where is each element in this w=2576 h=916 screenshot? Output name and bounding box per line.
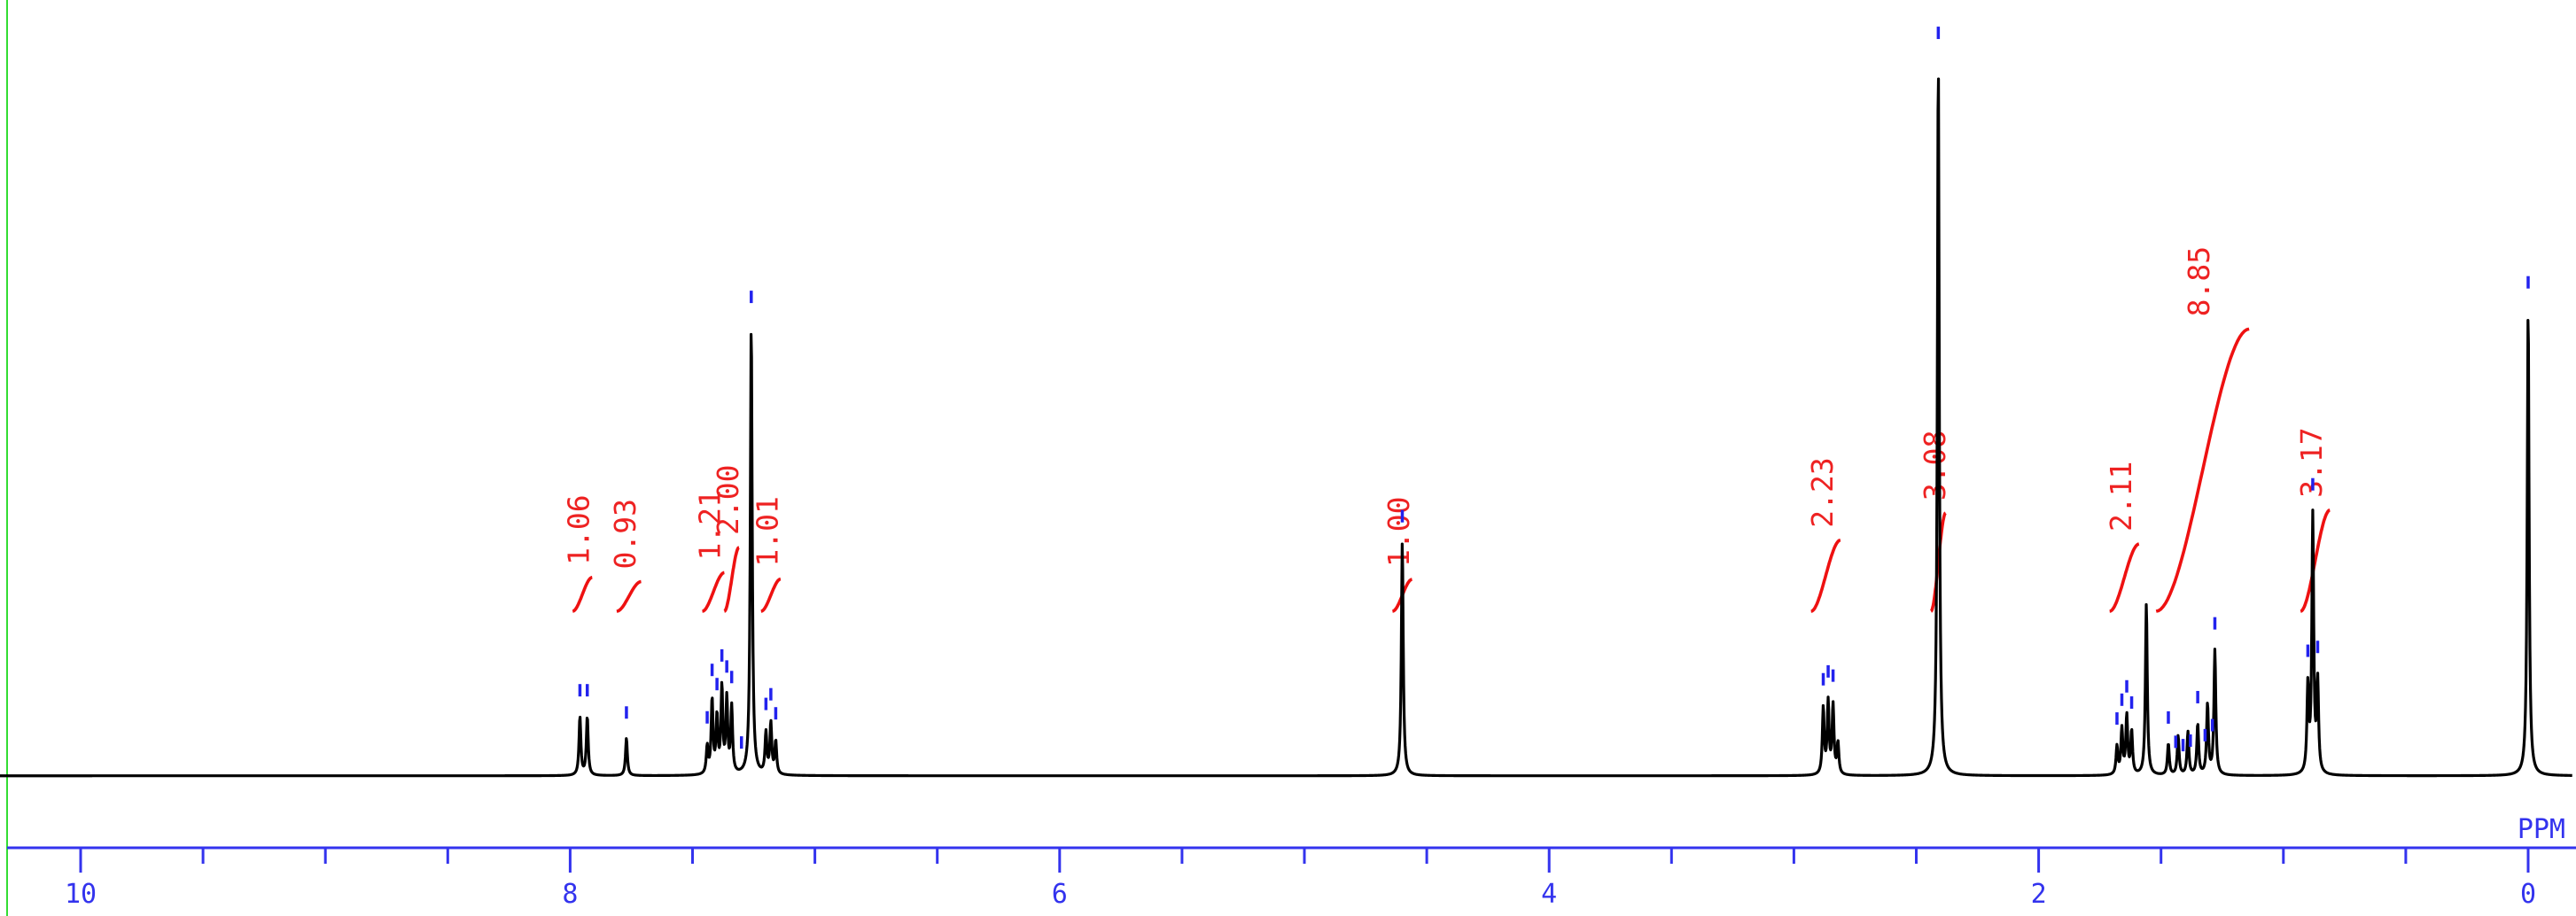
integral-label: 1.21 bbox=[692, 490, 727, 560]
x-tick-label: 2 bbox=[2031, 879, 2047, 910]
integral-curve bbox=[702, 571, 725, 613]
peak-pick-markers bbox=[578, 27, 2530, 752]
integral-value-labels: 1.06 0.93 1.212.00 1.01 1.00 2.23 3.08 2.11 8.85… bbox=[562, 246, 2329, 570]
x-tick-label: 4 bbox=[1541, 879, 1557, 910]
integral-curve bbox=[572, 576, 593, 613]
integral-label: 1.06 bbox=[562, 494, 596, 564]
x-tick-label: 10 bbox=[65, 879, 97, 910]
integral-label: 2.23 bbox=[1805, 457, 1840, 527]
integral-label: 8.85 bbox=[2182, 246, 2216, 316]
integral-label: 2.00 bbox=[711, 465, 745, 535]
integral-curve bbox=[723, 546, 740, 613]
integral-label: 2.11 bbox=[2104, 462, 2138, 532]
integral-curve bbox=[2155, 327, 2250, 613]
x-axis-unit-label: PPM bbox=[2518, 814, 2565, 845]
integral-curve bbox=[616, 579, 642, 613]
integral-label: 3.08 bbox=[1918, 431, 1952, 501]
integral-curve bbox=[2109, 542, 2140, 613]
x-axis-tick-labels: 10 8 6 4 2 0 bbox=[65, 879, 2536, 910]
x-tick-label: 8 bbox=[562, 879, 578, 910]
integral-label: 1.00 bbox=[1381, 497, 1416, 567]
integral-curve bbox=[1810, 538, 1841, 613]
x-tick-label: 0 bbox=[2520, 879, 2536, 910]
integral-curve bbox=[2300, 508, 2331, 613]
integral-curve bbox=[760, 577, 782, 613]
x-axis-ticks bbox=[79, 848, 2530, 873]
integral-curves bbox=[572, 327, 2331, 613]
integral-label: 0.93 bbox=[608, 499, 642, 569]
x-tick-label: 6 bbox=[1052, 879, 1068, 910]
integral-label: 1.01 bbox=[750, 496, 784, 566]
spectrum-trace bbox=[0, 77, 2573, 778]
integral-curve bbox=[1930, 511, 1947, 613]
